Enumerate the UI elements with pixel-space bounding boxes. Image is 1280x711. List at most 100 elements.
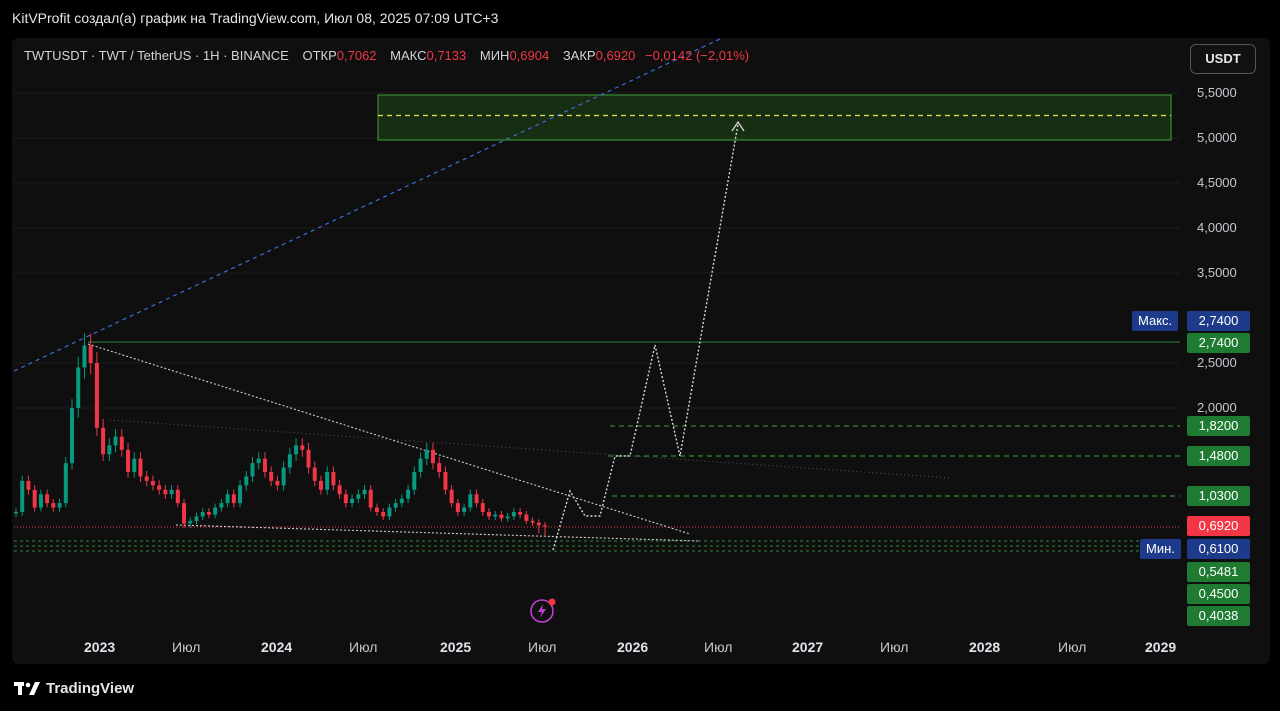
candle-body [412, 472, 417, 490]
brand-name: TradingView [46, 680, 135, 697]
candlestick-series [14, 333, 547, 537]
candle-body [107, 445, 112, 455]
candle-body [443, 472, 448, 490]
close-value: 0,6920 [595, 48, 636, 63]
time-tick-label: 2025 [440, 639, 472, 655]
currency-unit-button[interactable]: USDT [1190, 44, 1256, 74]
symbol-legend: TWTUSDT · TWT / TetherUS · 1H · BINANCE … [24, 48, 749, 63]
candle-body [163, 489, 168, 495]
candle-body [182, 503, 187, 524]
candle-body [530, 520, 535, 523]
candle-body [449, 489, 454, 504]
target-zone [377, 94, 1172, 141]
candle-body [480, 503, 485, 512]
candle-body [294, 445, 299, 455]
candle-body [20, 480, 25, 512]
candle-body [200, 511, 205, 517]
candle-body [32, 489, 37, 508]
candle-body [175, 489, 180, 504]
candle-body [82, 345, 87, 368]
tradingview-branding[interactable]: TradingView [14, 680, 134, 697]
candle-body [225, 494, 230, 504]
time-tick-label: Июл [880, 639, 909, 655]
candle-body [244, 476, 249, 486]
candle-body [306, 449, 311, 468]
time-tick-label: 2026 [617, 639, 649, 655]
candle-body [51, 503, 56, 508]
candle-body [256, 458, 261, 464]
candle-body [399, 498, 404, 504]
candle-body [462, 507, 467, 512]
candle-body [493, 514, 498, 517]
candle-body [486, 511, 491, 517]
open-value: 0,7062 [336, 48, 377, 63]
price-tag: 0,6920 [1187, 516, 1250, 536]
candle-body [468, 494, 473, 508]
candle-body [437, 463, 442, 472]
price-tag: 1,8200 [1187, 416, 1250, 436]
tradingview-logo-icon [14, 681, 40, 695]
candle-body [101, 427, 106, 455]
candle-body [518, 511, 523, 515]
candle-body [337, 485, 342, 495]
candle-body [381, 511, 386, 517]
candle-body [505, 516, 510, 519]
high-label: МАКС [390, 48, 427, 63]
candle-body [318, 480, 323, 490]
candle-body [325, 472, 330, 490]
price-tick-label: 4,0000 [1197, 220, 1237, 235]
candle-body [511, 511, 516, 517]
candle-body [374, 507, 379, 512]
chart-panel[interactable] [12, 38, 1270, 664]
time-tick-label: 2023 [84, 639, 116, 655]
candle-body [499, 514, 504, 519]
candle-body [144, 476, 149, 481]
low-value: 0,6904 [509, 48, 550, 63]
candle-body [157, 485, 162, 490]
price-tag: 0,4500 [1187, 584, 1250, 604]
candle-body [26, 480, 31, 490]
time-tick-label: 2028 [969, 639, 1001, 655]
candle-body [38, 494, 43, 508]
extreme-value-tag: 0,6100 [1187, 539, 1250, 559]
lightning-alert-icon[interactable] [529, 597, 557, 625]
symbol-info[interactable]: TWTUSDT · TWT / TetherUS · 1H · BINANCE [24, 48, 289, 63]
candle-body [524, 514, 529, 521]
price-tick-label: 2,5000 [1197, 355, 1237, 370]
candle-body [393, 503, 398, 508]
candle-body [231, 494, 236, 504]
price-tick-label: 2,0000 [1197, 400, 1237, 415]
candle-body [76, 367, 81, 408]
projection-path [552, 123, 739, 551]
candle-body [262, 458, 267, 472]
price-tag: 1,4800 [1187, 446, 1250, 466]
candle-body [250, 463, 255, 477]
candle-body [312, 467, 317, 481]
candle-body [356, 494, 361, 499]
candle-body [343, 494, 348, 504]
candle-body [45, 494, 50, 504]
candle-body [57, 503, 62, 508]
time-tick-label: 2029 [1145, 639, 1177, 655]
candle-body [269, 472, 274, 481]
price-tick-label: 4,5000 [1197, 175, 1237, 190]
level-lines [14, 425, 1180, 552]
extreme-value-tag: 2,7400 [1187, 311, 1250, 331]
candle-body [70, 408, 75, 464]
time-tick-label: Июл [528, 639, 557, 655]
change-value: −0,0142 (−2,01%) [645, 48, 750, 63]
candle-body [300, 445, 305, 450]
candle-body [14, 511, 18, 514]
candle-body [275, 480, 280, 486]
candle-body [169, 489, 174, 495]
price-tag: 1,0300 [1187, 486, 1250, 506]
candle-body [63, 463, 68, 504]
price-tick-label: 3,5000 [1197, 265, 1237, 280]
candle-body [132, 458, 137, 472]
wedge-bottom-line [175, 524, 701, 542]
faint-resistance-line [109, 419, 951, 479]
candle-body [387, 507, 392, 517]
upper-trendline [13, 37, 723, 372]
price-tick-label: 5,0000 [1197, 130, 1237, 145]
